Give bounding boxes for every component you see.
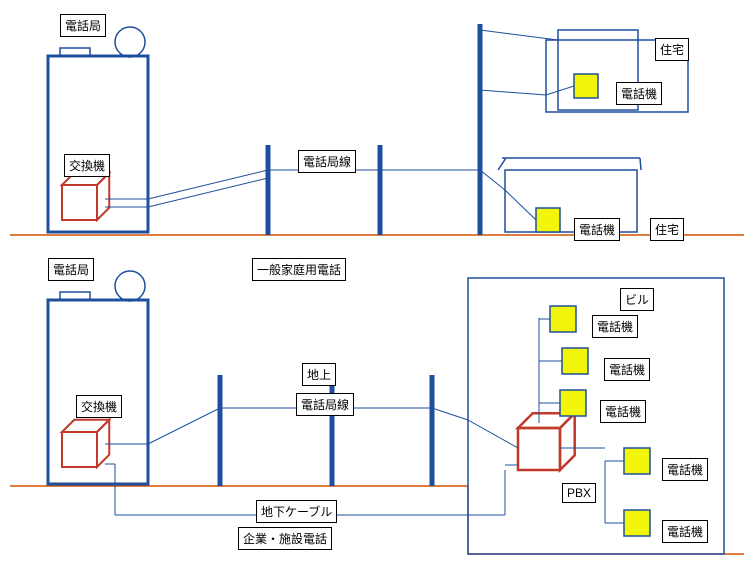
- top-house2-label: 住宅: [650, 218, 684, 241]
- top-hometel-label: 一般家庭用電話: [252, 258, 346, 281]
- bottom-above-label: 地上: [302, 363, 336, 386]
- top-station-label: 電話局: [60, 14, 106, 37]
- bottom-phone-label-3: 電話機: [662, 458, 708, 481]
- top-exchange-label: 交換機: [64, 154, 110, 177]
- top-phone2-label: 電話機: [574, 218, 620, 241]
- bottom-phone-label-0: 電話機: [592, 315, 638, 338]
- top-phone1-label: 電話機: [616, 82, 662, 105]
- bottom-station-label: 電話局: [48, 258, 94, 281]
- bottom-phone-label-2: 電話機: [600, 400, 646, 423]
- top-line-label: 電話局線: [298, 150, 356, 173]
- bottom-underground-label: 地下ケーブル: [256, 500, 337, 523]
- bottom-phone-label-4: 電話機: [662, 520, 708, 543]
- bottom-pbx-label: PBX: [562, 483, 596, 503]
- top-house1-label: 住宅: [655, 38, 689, 61]
- bottom-corp-label: 企業・施設電話: [238, 527, 332, 550]
- bottom-phone-label-1: 電話機: [604, 358, 650, 381]
- bottom-exchange-label: 交換機: [76, 395, 122, 418]
- bottom-line-label: 電話局線: [296, 393, 354, 416]
- bottom-building-label: ビル: [620, 288, 654, 311]
